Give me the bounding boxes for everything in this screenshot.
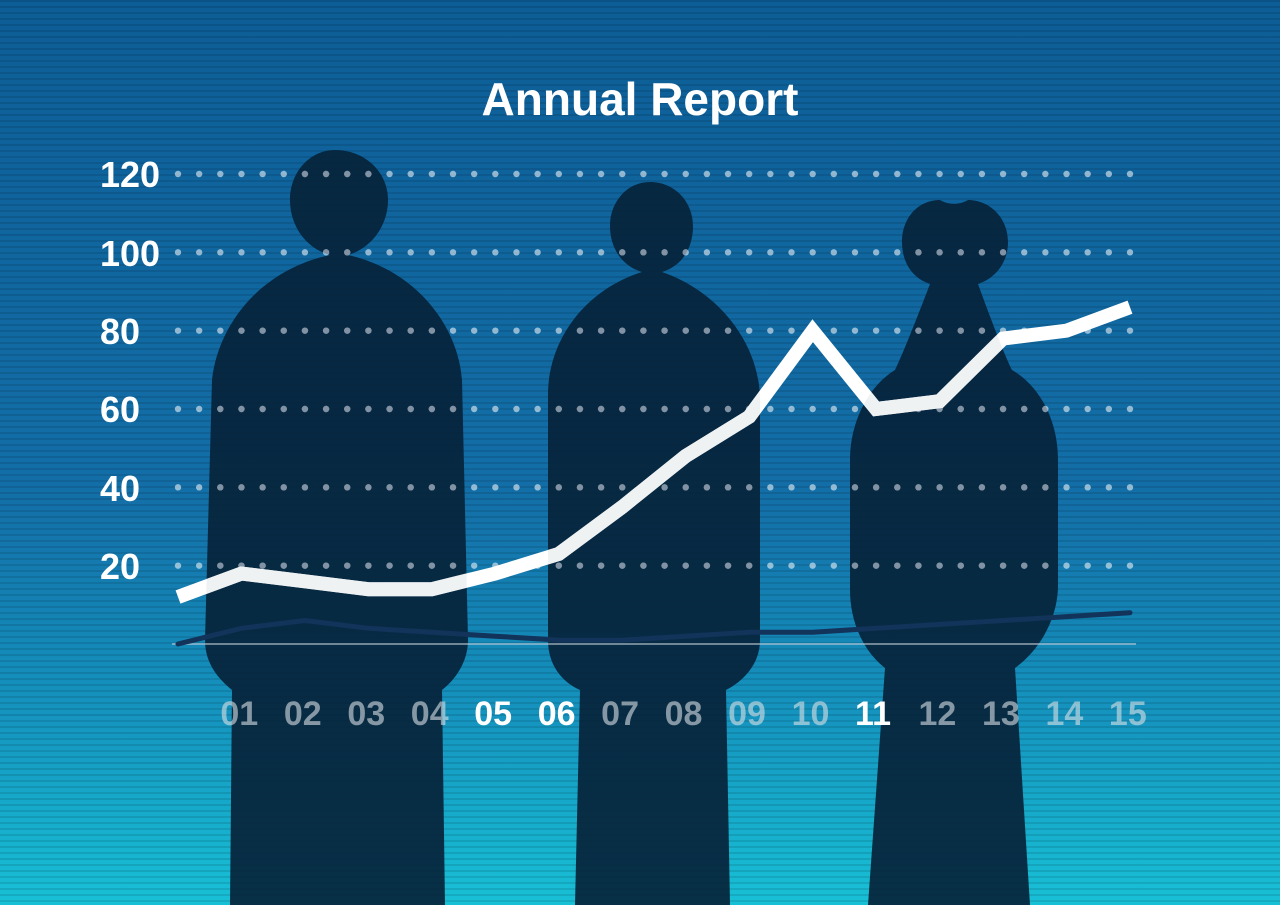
y-axis-label: 80 [100, 311, 140, 353]
x-axis-label: 13 [982, 695, 1020, 734]
x-axis-label: 05 [474, 695, 512, 734]
chart-svg [0, 0, 1280, 905]
y-axis-label: 100 [100, 233, 160, 275]
silhouettes [205, 150, 1058, 905]
chart-stage: Annual Report 20 40 60 80 100 120 01 02 03 04 05 06… [0, 0, 1280, 905]
y-axis-label: 20 [100, 546, 140, 588]
x-axis-label: 04 [411, 695, 449, 734]
x-axis-label: 11 [855, 695, 891, 734]
x-axis-label: 08 [665, 695, 703, 734]
x-axis-label: 10 [792, 695, 830, 734]
x-axis-label: 02 [284, 695, 322, 734]
x-axis-label: 12 [919, 695, 957, 734]
y-axis-label: 120 [100, 154, 160, 196]
x-axis-label: 14 [1045, 695, 1083, 734]
x-axis-label: 01 [220, 695, 258, 734]
chart-title: Annual Report [0, 72, 1280, 126]
x-axis-label: 03 [347, 695, 385, 734]
x-axis-label: 09 [728, 695, 766, 734]
x-axis-label: 06 [538, 695, 576, 734]
x-axis-label: 15 [1109, 695, 1147, 734]
x-axis-label: 07 [601, 695, 639, 734]
y-axis-label: 60 [100, 389, 140, 431]
y-axis-label: 40 [100, 468, 140, 510]
